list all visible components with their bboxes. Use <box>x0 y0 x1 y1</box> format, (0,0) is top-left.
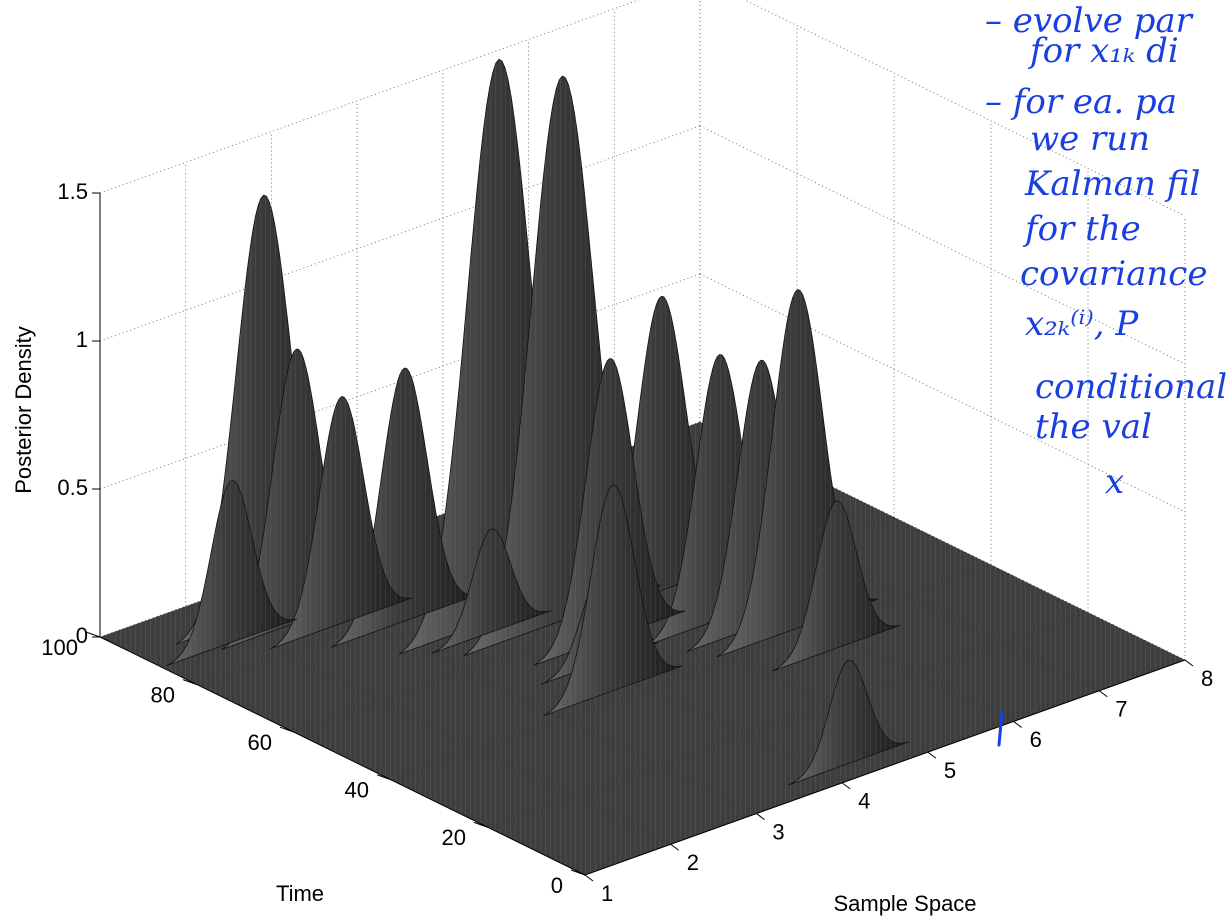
note-line: for the <box>1022 209 1141 249</box>
time-tick-label: 60 <box>248 730 272 755</box>
grid-line <box>100 126 700 341</box>
x-tick-label: 5 <box>944 758 956 783</box>
x-axis-title: Sample Space <box>833 891 976 916</box>
grid-line <box>100 0 700 193</box>
note-line: the val <box>1035 407 1152 447</box>
note-line: covariance <box>1020 254 1207 294</box>
x-tick-label: 1 <box>601 881 613 906</box>
z-tick-label: 1 <box>76 327 88 352</box>
x-tick <box>671 844 679 850</box>
z-tick-label: 1.5 <box>57 179 88 204</box>
x-tick <box>1014 721 1022 727</box>
note-line: – for ea. pa <box>985 82 1177 122</box>
time-tick-label: 20 <box>442 825 466 850</box>
time-tick-label: 0 <box>551 873 563 898</box>
x-tick <box>842 783 850 789</box>
time-tick-label: 40 <box>345 778 369 803</box>
note-line: we run <box>1030 119 1150 159</box>
x-tick <box>585 875 593 881</box>
note-line: x₂ₖ⁽ⁱ⁾, P <box>1025 304 1139 344</box>
x-tick-label: 4 <box>858 789 870 814</box>
note-line: Kalman fil <box>1024 164 1200 204</box>
chart: 00.511.502040608010012345678 Posterior D… <box>0 0 1227 921</box>
time-tick-label: 80 <box>151 682 175 707</box>
z-axis-title: Posterior Density <box>11 326 36 494</box>
x-tick <box>1099 691 1107 697</box>
time-axis-title: Time <box>276 881 324 906</box>
time-tick <box>86 632 100 637</box>
x-tick-label: 8 <box>1201 666 1213 691</box>
note-line: conditional <box>1035 367 1227 407</box>
note-line: x <box>1105 462 1124 502</box>
x-tick-label: 6 <box>1030 727 1042 752</box>
x-tick <box>756 814 764 820</box>
x-tick-label: 7 <box>1115 697 1127 722</box>
time-tick-label: 100 <box>41 635 78 660</box>
x-tick-label: 3 <box>772 819 784 844</box>
x-tick <box>928 752 936 758</box>
x-tick <box>1185 660 1193 666</box>
x-tick-label: 2 <box>687 850 699 875</box>
page: {"chart_data": { "type": "surface3d", "x… <box>0 0 1227 921</box>
z-tick-label: 0.5 <box>57 475 88 500</box>
note-line: for x₁ₖ di <box>1027 31 1179 71</box>
